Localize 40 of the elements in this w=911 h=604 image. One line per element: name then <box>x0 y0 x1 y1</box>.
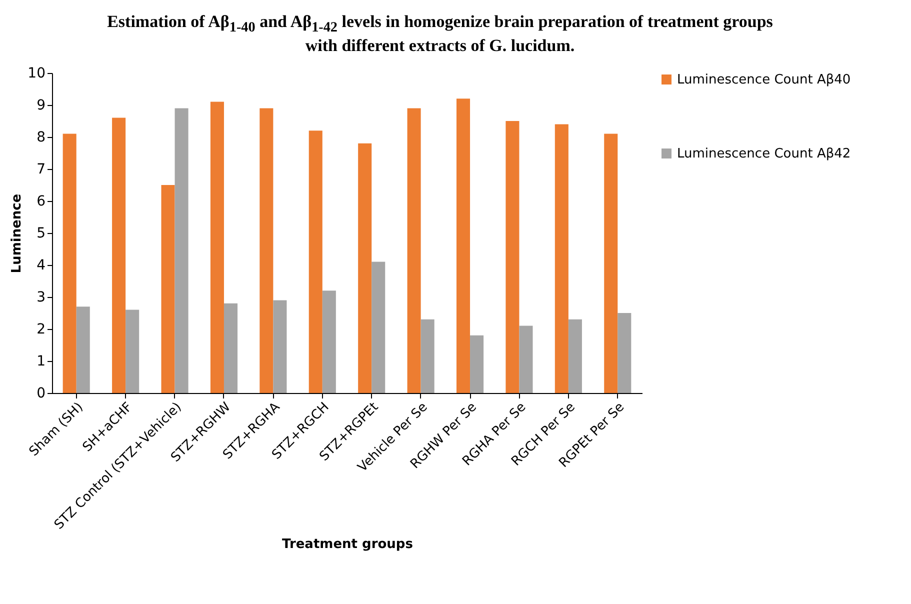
y-tick-label: 4 <box>36 258 46 274</box>
bar <box>470 336 484 394</box>
bar <box>210 102 224 394</box>
bar <box>456 98 470 394</box>
y-tick-label: 1 <box>36 354 46 370</box>
y-tick-label: 5 <box>36 226 46 242</box>
bar <box>161 185 175 394</box>
bar <box>618 313 632 394</box>
bar <box>604 134 618 394</box>
x-axis-title: Treatment groups <box>282 537 414 552</box>
chart-title: Estimation of Aβ$_{1-40}$ and Aβ$_{1-42}$ levels in homogenize brain preparation of treatment groups with different extracts of G. lucidum. <box>106 12 774 56</box>
y-tick-label: 9 <box>36 98 46 114</box>
bar <box>260 108 274 394</box>
bar <box>308 130 322 394</box>
y-axis-title: Luminence <box>10 194 25 274</box>
bar <box>273 300 287 394</box>
y-tick-label: 8 <box>36 130 46 146</box>
bar <box>407 108 421 394</box>
legend-label: Luminescence Count Aβ40 <box>677 72 851 88</box>
bar <box>112 118 126 394</box>
bar <box>358 144 372 394</box>
bar <box>62 134 76 394</box>
bar <box>126 310 140 394</box>
y-tick-label: 2 <box>36 322 46 338</box>
y-tick-label: 10 <box>28 66 46 82</box>
legend-label: Luminescence Count Aβ42 <box>677 146 851 162</box>
y-tick-label: 3 <box>36 290 46 306</box>
bar <box>519 326 533 394</box>
bar <box>568 320 582 394</box>
bar <box>554 124 568 394</box>
bar <box>506 121 520 394</box>
bar <box>76 306 90 394</box>
bar <box>372 262 386 394</box>
y-tick-label: 7 <box>36 162 46 178</box>
bar <box>322 290 336 394</box>
bar <box>420 320 434 394</box>
bar <box>174 108 188 394</box>
y-tick-label: 6 <box>36 194 46 210</box>
y-tick-label: 0 <box>36 386 46 402</box>
bar <box>224 304 238 394</box>
